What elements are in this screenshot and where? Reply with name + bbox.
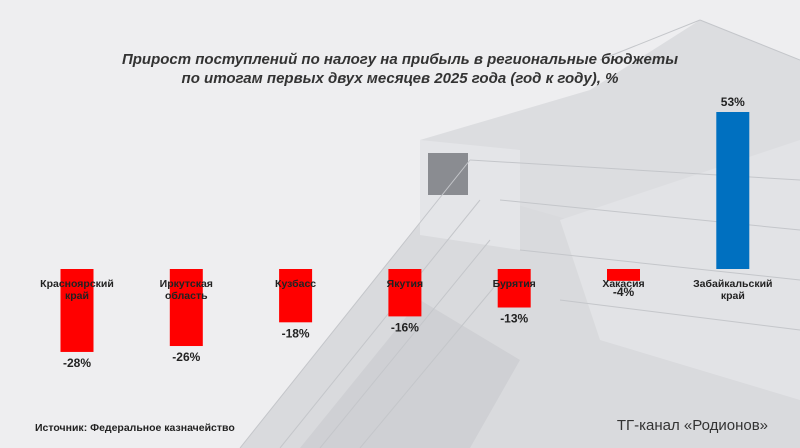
value-label-7: 53% [721,95,745,109]
category-label-1-line-2: край [65,290,89,302]
category-label-7-line-2: край [721,290,745,302]
bar-6 [607,269,640,281]
chart-title-line-2: по итогам первых двух месяцев 2025 года … [181,70,619,87]
value-label-1: -28% [63,356,91,370]
bar-2 [169,269,203,347]
category-label-1-line-1: Красноярский [40,278,114,290]
category-label-4-line-1: Якутия [387,278,424,290]
bar-1 [60,269,94,352]
category-label-2-line-1: Иркутская [160,278,213,290]
category-label-2-line-2: область [165,290,208,302]
value-label-4: -16% [391,320,419,334]
category-label-3-line-1: Кузбасс [275,278,316,290]
value-label-3: -18% [282,326,310,340]
bar-4 [388,269,422,317]
bar-7 [716,112,750,269]
bar-5 [497,269,531,308]
source-note: Источник: Федеральное казначейство [35,422,235,434]
bar-3 [279,269,313,323]
value-label-5: -13% [500,312,528,326]
category-label-6-line-1: Хакасия [602,278,644,290]
category-label-5-line-1: Бурятия [493,278,536,290]
chart-title: Прирост поступлений по налогу на прибыль… [0,50,800,88]
chart-title-line-1: Прирост поступлений по налогу на прибыль… [121,51,679,68]
value-label-2: -26% [172,350,200,364]
channel-credit: ТГ-канал «Родионов» [616,417,768,434]
value-label-6: -4% [613,285,635,299]
category-label-7-line-1: Забайкальский [693,278,772,290]
